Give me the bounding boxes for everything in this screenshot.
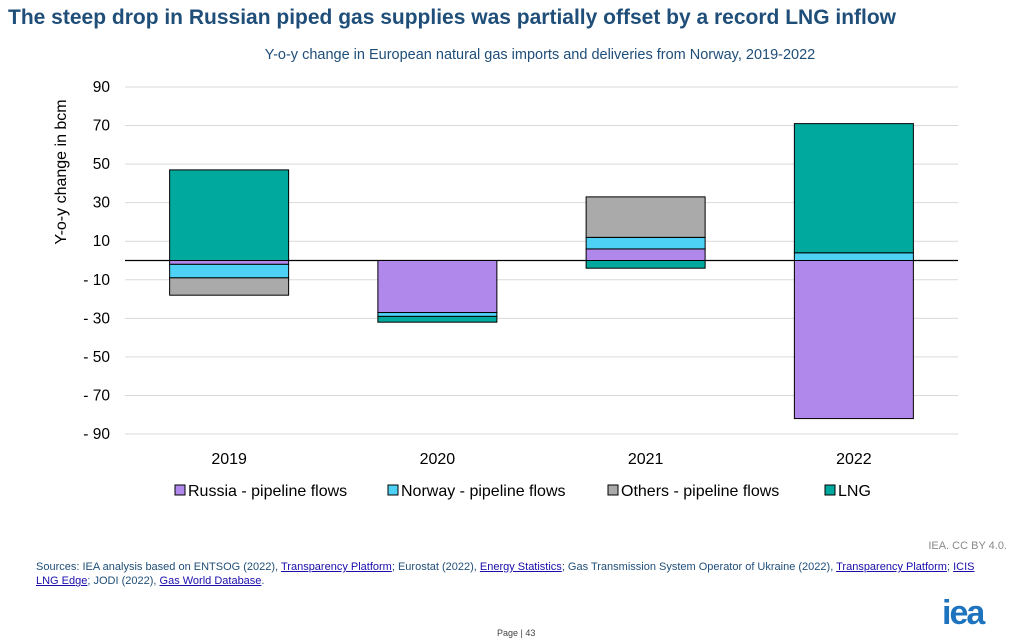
y-axis-label: Y-o-y change in bcm	[53, 99, 70, 244]
legend-swatch	[607, 484, 619, 496]
bar-segment	[585, 248, 706, 262]
x-tick-label: 2019	[211, 451, 247, 468]
bar-segment	[585, 196, 706, 238]
sources-text: ; Gas Transmission System Operator of Uk…	[561, 561, 837, 573]
license-credit: IEA. CC BY 4.0.	[928, 540, 1007, 552]
bar-segment	[377, 312, 498, 317]
y-tick-label: 30	[93, 195, 111, 212]
bar-segment	[169, 169, 290, 261]
legend-swatch	[824, 484, 836, 496]
y-tick-label: - 70	[83, 387, 110, 404]
iea-logo: iea	[942, 594, 985, 632]
legend-label: Russia - pipeline flows	[188, 483, 347, 500]
legend-swatch	[387, 484, 399, 496]
bar-segment	[793, 123, 914, 254]
x-tick-label: 2020	[420, 451, 456, 468]
source-link-entsog[interactable]: Transparency Platform	[280, 561, 392, 573]
y-tick-label: 50	[93, 156, 111, 173]
bar-segment	[585, 260, 706, 269]
sources-text: Sources: IEA analysis based on ENTSOG (2…	[36, 561, 281, 573]
legend-label: LNG	[838, 483, 871, 500]
sources-text: .	[261, 575, 265, 588]
bar-segment	[793, 252, 914, 262]
bars	[169, 123, 914, 420]
sources-note: Sources: IEA analysis based on ENTSOG (2…	[36, 560, 996, 589]
chart-subtitle: Y-o-y change in European natural gas imp…	[264, 47, 816, 63]
bar-segment	[169, 277, 290, 296]
y-tick-label: 10	[93, 233, 111, 250]
y-tick-label: 70	[93, 118, 111, 135]
y-tick-label: - 30	[83, 310, 110, 327]
legend: Russia - pipeline flows Norway - pipeline…	[174, 483, 871, 500]
x-axis-labels: 2019 2020 2021 2022	[211, 451, 871, 468]
bar-segment	[169, 263, 290, 279]
sources-text: ; Eurostat (2022),	[391, 561, 480, 573]
bar-segment	[377, 315, 498, 323]
y-axis-ticks: 90 70 50 30 10 - 10 - 30 - 50 - 70 - 90	[83, 79, 110, 443]
source-link-eurostat[interactable]: Energy Statistics	[479, 561, 562, 573]
legend-swatch	[174, 484, 186, 496]
source-link-jodi[interactable]: Gas World Database	[159, 575, 262, 588]
y-tick-label: - 90	[83, 426, 110, 443]
chart-title: The steep drop in Russian piped gas supp…	[8, 6, 897, 29]
source-link-ukraine-tso[interactable]: Transparency Platform	[836, 561, 947, 573]
y-tick-label: 90	[93, 79, 111, 96]
y-tick-label: - 10	[83, 272, 110, 289]
bar-segment	[793, 260, 914, 420]
legend-label: Others - pipeline flows	[621, 483, 779, 500]
page-number: Page | 43	[497, 628, 536, 638]
x-tick-label: 2021	[628, 451, 664, 468]
y-tick-label: - 50	[83, 349, 110, 366]
bar-segment	[169, 260, 290, 265]
source-link-icis[interactable]: ICIS LNG Edge	[36, 561, 975, 588]
x-tick-label: 2022	[836, 451, 872, 468]
bar-segment	[377, 260, 498, 314]
legend-label: Norway - pipeline flows	[401, 483, 566, 500]
sources-text: ; JODI (2022),	[87, 575, 160, 588]
sources-text: ;	[946, 561, 954, 573]
bar-segment	[585, 236, 706, 250]
